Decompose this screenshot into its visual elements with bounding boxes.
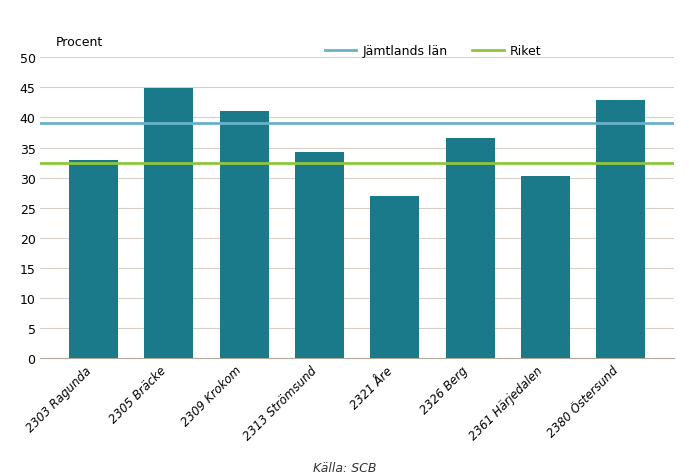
Bar: [295, 152, 344, 359]
Bar: [371, 196, 420, 359]
Legend: Jämtlands län, Riket: Jämtlands län, Riket: [320, 40, 546, 63]
Text: Procent: Procent: [56, 36, 103, 49]
Bar: [220, 112, 269, 359]
Text: Källa: SCB: Källa: SCB: [313, 461, 376, 474]
Bar: [145, 89, 194, 359]
Bar: [596, 101, 645, 359]
Bar: [69, 160, 118, 359]
Bar: [446, 139, 495, 359]
Bar: [521, 177, 570, 359]
